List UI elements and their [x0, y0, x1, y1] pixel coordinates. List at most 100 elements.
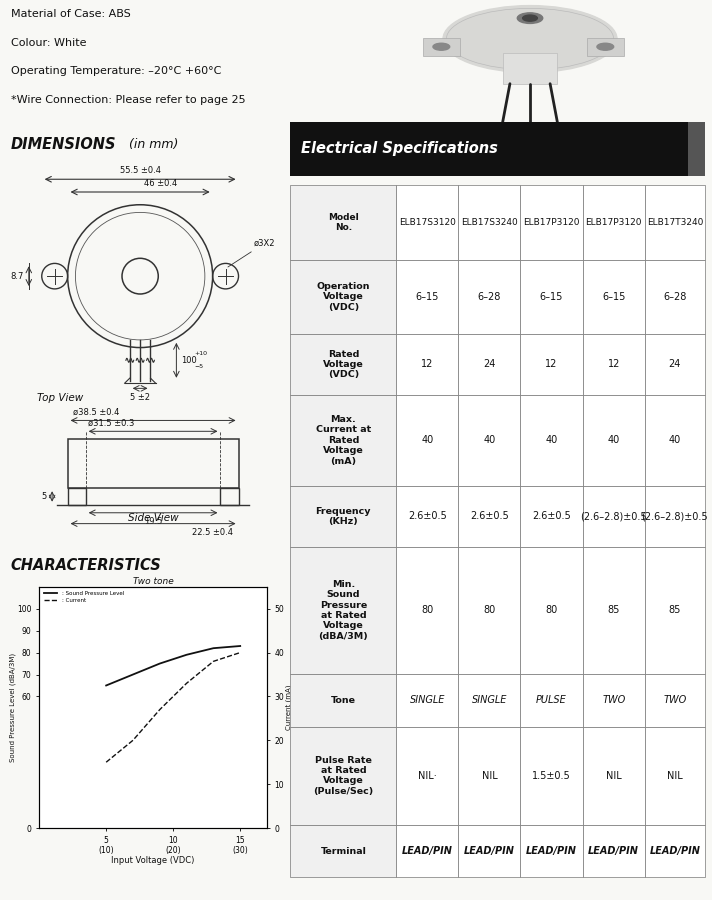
Bar — [587, 38, 624, 56]
Text: (in mm): (in mm) — [125, 139, 179, 151]
Bar — [582, 395, 645, 486]
Bar — [290, 486, 396, 546]
Bar — [582, 726, 645, 824]
Text: LEAD/PIN: LEAD/PIN — [649, 846, 701, 856]
Text: LEAD/PIN: LEAD/PIN — [402, 846, 453, 856]
Text: Tone: Tone — [331, 696, 356, 705]
Bar — [520, 486, 582, 546]
Bar — [520, 726, 582, 824]
Text: ELB17P3120: ELB17P3120 — [585, 218, 642, 227]
Text: 80: 80 — [421, 606, 434, 616]
Bar — [582, 546, 645, 674]
Text: ELB17P3120: ELB17P3120 — [523, 218, 580, 227]
Bar — [396, 185, 459, 259]
Bar — [396, 334, 459, 395]
Bar — [645, 185, 705, 259]
Text: 6–15: 6–15 — [602, 292, 625, 302]
Text: ELB17T3240: ELB17T3240 — [646, 218, 703, 227]
Text: Colour: White: Colour: White — [11, 38, 86, 48]
Text: 2.6±0.5: 2.6±0.5 — [532, 511, 571, 521]
Text: −5: −5 — [194, 364, 204, 369]
Bar — [396, 486, 459, 546]
Bar — [459, 185, 520, 259]
Bar — [582, 185, 645, 259]
Bar — [459, 395, 520, 486]
Bar — [520, 395, 582, 486]
Text: ELB17S3120: ELB17S3120 — [399, 218, 456, 227]
Text: Pulse Rate
at Rated
Voltage
(Pulse/Sec): Pulse Rate at Rated Voltage (Pulse/Sec) — [313, 756, 374, 796]
Bar — [520, 185, 582, 259]
Text: LEAD/PIN: LEAD/PIN — [526, 846, 577, 856]
Circle shape — [597, 43, 614, 50]
Legend: : Sound Pressure Level, : Current: : Sound Pressure Level, : Current — [42, 590, 126, 605]
Text: 24: 24 — [483, 359, 496, 370]
Bar — [290, 122, 705, 176]
Circle shape — [433, 43, 450, 50]
Text: Electrical Specifications: Electrical Specifications — [301, 141, 498, 157]
Bar — [459, 824, 520, 877]
Bar — [459, 334, 520, 395]
Bar — [520, 546, 582, 674]
Bar — [645, 674, 705, 726]
Text: 6–28: 6–28 — [663, 292, 686, 302]
Text: 2.6±0.5: 2.6±0.5 — [470, 511, 509, 521]
Y-axis label: Sound Pressure Level (dBA/3M): Sound Pressure Level (dBA/3M) — [9, 652, 16, 762]
Bar — [290, 259, 396, 334]
Text: NIL: NIL — [481, 770, 497, 780]
Text: 12: 12 — [545, 359, 557, 370]
Bar — [290, 674, 396, 726]
Bar — [68, 489, 85, 505]
Bar — [396, 726, 459, 824]
Bar — [68, 439, 239, 489]
Text: +10: +10 — [194, 351, 207, 356]
Text: 12: 12 — [421, 359, 434, 370]
Text: 19.5: 19.5 — [144, 517, 162, 526]
Bar — [459, 486, 520, 546]
Text: Terminal: Terminal — [320, 847, 366, 856]
Text: Operating Temperature: –20°C +60°C: Operating Temperature: –20°C +60°C — [11, 67, 221, 76]
Bar — [290, 824, 396, 877]
Bar — [221, 489, 239, 505]
Bar — [645, 546, 705, 674]
Text: 40: 40 — [545, 436, 557, 446]
Text: 46 ±0.4: 46 ±0.4 — [145, 179, 177, 188]
Text: Model
No.: Model No. — [328, 212, 359, 232]
Text: LEAD/PIN: LEAD/PIN — [464, 846, 515, 856]
Text: PULSE: PULSE — [536, 696, 567, 706]
Text: 1.5±0.5: 1.5±0.5 — [532, 770, 571, 780]
Bar — [290, 395, 396, 486]
Bar — [645, 259, 705, 334]
Text: ELB17S3240: ELB17S3240 — [461, 218, 518, 227]
Y-axis label: Current (mA): Current (mA) — [286, 685, 293, 730]
Text: ø38.5 ±0.4: ø38.5 ±0.4 — [73, 408, 119, 417]
Text: 40: 40 — [483, 436, 496, 446]
Bar — [459, 726, 520, 824]
Bar — [582, 674, 645, 726]
Text: Side View: Side View — [127, 513, 179, 523]
Bar — [290, 185, 396, 259]
Circle shape — [518, 13, 543, 23]
Text: 12: 12 — [607, 359, 620, 370]
Bar — [520, 334, 582, 395]
Text: NIL: NIL — [667, 770, 683, 780]
Text: 5 ±2: 5 ±2 — [130, 393, 150, 402]
Text: 2.6±0.5: 2.6±0.5 — [408, 511, 446, 521]
Bar — [582, 486, 645, 546]
Text: LEAD/PIN: LEAD/PIN — [588, 846, 639, 856]
Bar — [396, 395, 459, 486]
Bar — [459, 259, 520, 334]
Bar — [520, 674, 582, 726]
Text: ø31.5 ±0.3: ø31.5 ±0.3 — [88, 418, 135, 427]
Ellipse shape — [443, 5, 617, 73]
Bar — [645, 824, 705, 877]
Text: Rated
Voltage
(VDC): Rated Voltage (VDC) — [323, 349, 364, 380]
Text: ø3X2: ø3X2 — [228, 238, 276, 267]
Bar — [396, 259, 459, 334]
Text: TWO: TWO — [663, 696, 686, 706]
Text: 100: 100 — [182, 356, 197, 364]
Text: DIMENSIONS: DIMENSIONS — [11, 138, 116, 152]
Text: (2.6–2.8)±0.5: (2.6–2.8)±0.5 — [642, 511, 708, 521]
Text: NIL: NIL — [606, 770, 622, 780]
Bar — [645, 486, 705, 546]
Bar — [582, 824, 645, 877]
